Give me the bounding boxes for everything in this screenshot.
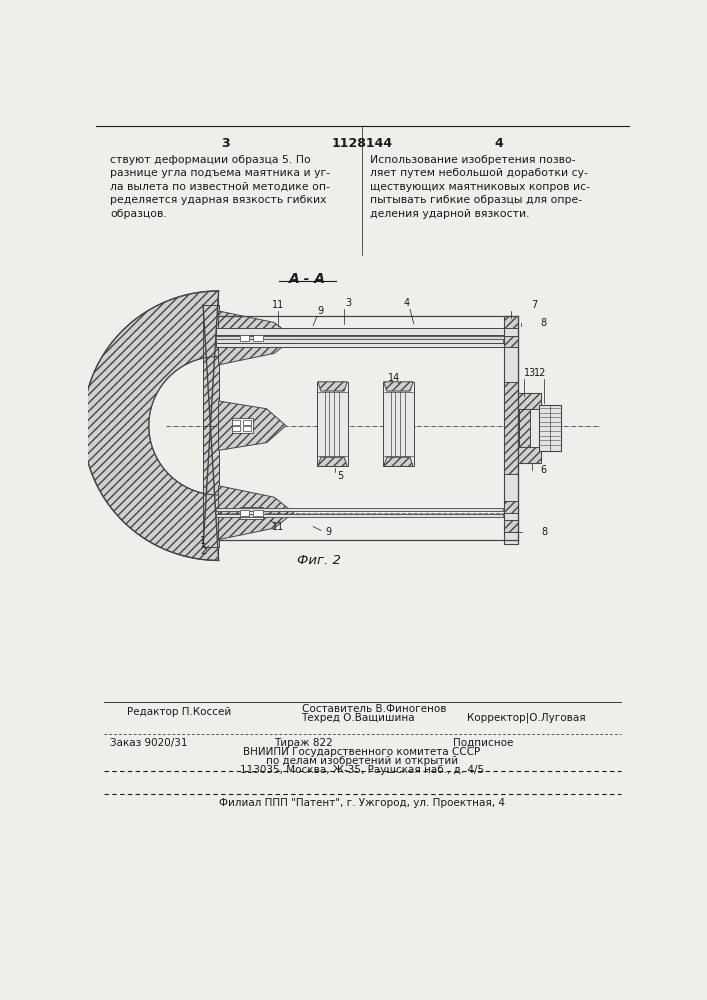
Bar: [216, 336, 510, 339]
Polygon shape: [218, 401, 286, 450]
Text: Тираж 822: Тираж 822: [274, 738, 333, 748]
Text: 8: 8: [540, 318, 547, 328]
Text: 3: 3: [221, 137, 230, 150]
Bar: [243, 420, 251, 425]
Bar: [232, 426, 240, 431]
Polygon shape: [504, 336, 518, 347]
Text: Составитель В.Финогенов: Составитель В.Финогенов: [301, 704, 446, 714]
Bar: [518, 393, 541, 463]
Text: 8: 8: [541, 527, 547, 537]
Text: 113035, Москва, Ж-35, Раушская наб., д. 4/5: 113035, Москва, Ж-35, Раушская наб., д. …: [240, 765, 484, 775]
Polygon shape: [504, 382, 518, 474]
Bar: [232, 420, 240, 425]
Bar: [216, 508, 503, 511]
Polygon shape: [203, 305, 218, 547]
Polygon shape: [504, 501, 518, 513]
Bar: [539, 405, 561, 451]
Polygon shape: [218, 486, 293, 540]
Text: 9: 9: [318, 306, 324, 316]
Text: 4: 4: [495, 137, 503, 150]
Text: 11: 11: [272, 300, 284, 310]
Polygon shape: [518, 447, 541, 463]
Bar: [232, 418, 253, 433]
Text: Использование изобретения позво-
ляет путем небольшой доработки су-
ществующих м: Использование изобретения позво- ляет пу…: [370, 155, 590, 219]
Text: Заказ 9020/31: Заказ 9020/31: [110, 738, 187, 748]
Text: 5: 5: [337, 471, 344, 481]
Text: 13: 13: [524, 368, 536, 378]
Polygon shape: [83, 291, 218, 560]
Bar: [253, 335, 263, 341]
Bar: [216, 333, 503, 336]
Bar: [504, 316, 518, 544]
Polygon shape: [218, 311, 293, 365]
Text: ствуют деформации образца 5. По
разнице угла подъема маятника и уг-
ла вылета по: ствуют деформации образца 5. По разнице …: [110, 155, 330, 219]
Polygon shape: [384, 457, 413, 466]
Text: Подписное: Подписное: [452, 738, 513, 748]
Text: 2: 2: [200, 546, 206, 556]
Text: 9: 9: [325, 527, 332, 537]
Polygon shape: [518, 393, 541, 409]
Bar: [383, 382, 414, 466]
Text: Корректор|О.Луговая: Корректор|О.Луговая: [467, 713, 585, 723]
Polygon shape: [317, 382, 347, 391]
Polygon shape: [504, 316, 518, 328]
Text: Филиал ППП "Патент", г. Ужгород, ул. Проектная, 4: Филиал ППП "Патент", г. Ужгород, ул. Про…: [219, 798, 505, 808]
Polygon shape: [384, 382, 413, 391]
Text: 4: 4: [403, 298, 409, 308]
Bar: [317, 382, 348, 466]
Text: 12: 12: [534, 368, 547, 378]
Bar: [243, 426, 251, 431]
Bar: [240, 507, 263, 519]
Text: 11: 11: [272, 522, 284, 532]
Text: ВНИИПИ Государственного комитета СССР: ВНИИПИ Государственного комитета СССР: [243, 747, 481, 757]
Text: А - А: А - А: [289, 272, 326, 286]
Bar: [240, 510, 249, 516]
Bar: [240, 335, 249, 341]
Text: 7: 7: [531, 300, 537, 310]
Bar: [216, 514, 503, 517]
Text: 1128144: 1128144: [332, 137, 392, 150]
Text: по делам изобретений и открытий: по делам изобретений и открытий: [266, 756, 458, 766]
Polygon shape: [317, 457, 347, 466]
Bar: [216, 343, 510, 347]
Bar: [253, 510, 263, 516]
Text: 14: 14: [388, 373, 401, 383]
Text: 6: 6: [540, 465, 547, 475]
Text: 3: 3: [345, 298, 351, 308]
Bar: [240, 332, 263, 344]
Bar: [216, 328, 510, 335]
Bar: [519, 405, 530, 451]
Bar: [216, 339, 503, 343]
Text: Фиг. 2: Фиг. 2: [298, 554, 341, 567]
Text: Техред О.Ващишина: Техред О.Ващишина: [301, 713, 415, 723]
Text: Редактор П.Коссей: Редактор П.Коссей: [127, 707, 231, 717]
Polygon shape: [504, 520, 518, 532]
Text: 1: 1: [200, 536, 206, 546]
